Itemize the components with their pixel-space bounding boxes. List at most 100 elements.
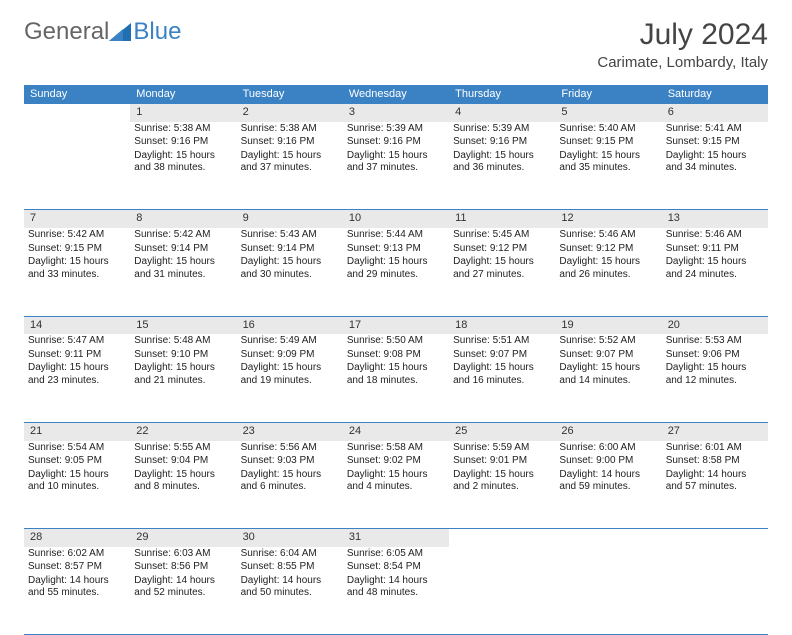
weekday-header: Friday xyxy=(555,85,661,104)
sunset-text: Sunset: 8:56 PM xyxy=(134,561,232,574)
day-cell: Sunrise: 5:41 AMSunset: 9:15 PMDaylight:… xyxy=(662,122,768,210)
day-number-cell xyxy=(449,529,555,547)
sunset-text: Sunset: 9:16 PM xyxy=(241,136,339,149)
sunset-text: Sunset: 9:08 PM xyxy=(347,349,445,362)
sunset-text: Sunset: 8:55 PM xyxy=(241,561,339,574)
day-number-cell: 26 xyxy=(555,422,661,440)
location-label: Carimate, Lombardy, Italy xyxy=(597,54,768,71)
daylight-text: Daylight: 15 hours and 34 minutes. xyxy=(666,150,764,175)
day-number-cell: 1 xyxy=(130,104,236,122)
weekday-header: Monday xyxy=(130,85,236,104)
daylight-text: Daylight: 14 hours and 55 minutes. xyxy=(28,575,126,600)
sunrise-text: Sunrise: 5:59 AM xyxy=(453,442,551,455)
day-number-cell: 18 xyxy=(449,316,555,334)
sunset-text: Sunset: 9:12 PM xyxy=(559,243,657,256)
day-cell: Sunrise: 5:48 AMSunset: 9:10 PMDaylight:… xyxy=(130,334,236,422)
daylight-text: Daylight: 14 hours and 57 minutes. xyxy=(666,469,764,494)
day-number-cell: 3 xyxy=(343,104,449,122)
sunrise-text: Sunrise: 6:01 AM xyxy=(666,442,764,455)
day-cell: Sunrise: 5:46 AMSunset: 9:12 PMDaylight:… xyxy=(555,228,661,316)
day-cell: Sunrise: 5:42 AMSunset: 9:14 PMDaylight:… xyxy=(130,228,236,316)
weekday-header: Wednesday xyxy=(343,85,449,104)
sunset-text: Sunset: 9:13 PM xyxy=(347,243,445,256)
day-cell: Sunrise: 6:03 AMSunset: 8:56 PMDaylight:… xyxy=(130,547,236,635)
sunrise-text: Sunrise: 5:38 AM xyxy=(134,123,232,136)
day-cell: Sunrise: 5:38 AMSunset: 9:16 PMDaylight:… xyxy=(237,122,343,210)
day-cell: Sunrise: 5:39 AMSunset: 9:16 PMDaylight:… xyxy=(449,122,555,210)
sunset-text: Sunset: 9:03 PM xyxy=(241,455,339,468)
day-cell xyxy=(555,547,661,635)
day-content-row: Sunrise: 5:42 AMSunset: 9:15 PMDaylight:… xyxy=(24,228,768,316)
sunset-text: Sunset: 9:09 PM xyxy=(241,349,339,362)
day-cell: Sunrise: 5:42 AMSunset: 9:15 PMDaylight:… xyxy=(24,228,130,316)
daylight-text: Daylight: 15 hours and 2 minutes. xyxy=(453,469,551,494)
day-number-cell: 8 xyxy=(130,210,236,228)
day-number-cell: 16 xyxy=(237,316,343,334)
daylight-text: Daylight: 14 hours and 50 minutes. xyxy=(241,575,339,600)
day-number-cell: 21 xyxy=(24,422,130,440)
sunset-text: Sunset: 9:16 PM xyxy=(453,136,551,149)
day-number-cell: 22 xyxy=(130,422,236,440)
daylight-text: Daylight: 14 hours and 59 minutes. xyxy=(559,469,657,494)
daylight-text: Daylight: 15 hours and 12 minutes. xyxy=(666,362,764,387)
sunrise-text: Sunrise: 6:03 AM xyxy=(134,548,232,561)
sunrise-text: Sunrise: 5:58 AM xyxy=(347,442,445,455)
sunset-text: Sunset: 9:16 PM xyxy=(134,136,232,149)
brand-triangle-icon xyxy=(109,23,131,41)
day-number-row: 28293031 xyxy=(24,529,768,547)
sunset-text: Sunset: 9:15 PM xyxy=(666,136,764,149)
sunset-text: Sunset: 8:54 PM xyxy=(347,561,445,574)
day-cell xyxy=(24,122,130,210)
day-number-row: 14151617181920 xyxy=(24,316,768,334)
daylight-text: Daylight: 15 hours and 8 minutes. xyxy=(134,469,232,494)
sunrise-text: Sunrise: 5:48 AM xyxy=(134,335,232,348)
sunset-text: Sunset: 9:02 PM xyxy=(347,455,445,468)
sunset-text: Sunset: 8:57 PM xyxy=(28,561,126,574)
daylight-text: Daylight: 15 hours and 36 minutes. xyxy=(453,150,551,175)
sunrise-text: Sunrise: 5:38 AM xyxy=(241,123,339,136)
sunset-text: Sunset: 8:58 PM xyxy=(666,455,764,468)
weekday-header: Sunday xyxy=(24,85,130,104)
month-title: July 2024 xyxy=(597,18,768,52)
day-cell: Sunrise: 5:55 AMSunset: 9:04 PMDaylight:… xyxy=(130,441,236,529)
daylight-text: Daylight: 15 hours and 31 minutes. xyxy=(134,256,232,281)
sunset-text: Sunset: 9:06 PM xyxy=(666,349,764,362)
sunset-text: Sunset: 9:04 PM xyxy=(134,455,232,468)
day-cell: Sunrise: 5:52 AMSunset: 9:07 PMDaylight:… xyxy=(555,334,661,422)
sunrise-text: Sunrise: 5:46 AM xyxy=(666,229,764,242)
daylight-text: Daylight: 15 hours and 37 minutes. xyxy=(241,150,339,175)
sunrise-text: Sunrise: 6:04 AM xyxy=(241,548,339,561)
sunrise-text: Sunrise: 5:46 AM xyxy=(559,229,657,242)
day-cell: Sunrise: 5:50 AMSunset: 9:08 PMDaylight:… xyxy=(343,334,449,422)
day-number-cell: 10 xyxy=(343,210,449,228)
day-number-cell: 9 xyxy=(237,210,343,228)
brand-logo: General Blue xyxy=(24,18,181,46)
sunrise-text: Sunrise: 5:51 AM xyxy=(453,335,551,348)
day-number-row: 123456 xyxy=(24,104,768,122)
weekday-header: Thursday xyxy=(449,85,555,104)
brand-text-general: General xyxy=(24,18,109,46)
sunrise-text: Sunrise: 5:44 AM xyxy=(347,229,445,242)
daylight-text: Daylight: 14 hours and 52 minutes. xyxy=(134,575,232,600)
day-number-cell: 12 xyxy=(555,210,661,228)
day-cell: Sunrise: 5:43 AMSunset: 9:14 PMDaylight:… xyxy=(237,228,343,316)
sunrise-text: Sunrise: 5:49 AM xyxy=(241,335,339,348)
day-cell: Sunrise: 6:01 AMSunset: 8:58 PMDaylight:… xyxy=(662,441,768,529)
day-cell xyxy=(449,547,555,635)
sunset-text: Sunset: 9:15 PM xyxy=(28,243,126,256)
day-number-cell: 17 xyxy=(343,316,449,334)
day-number-cell: 31 xyxy=(343,529,449,547)
day-cell: Sunrise: 6:05 AMSunset: 8:54 PMDaylight:… xyxy=(343,547,449,635)
sunset-text: Sunset: 9:15 PM xyxy=(559,136,657,149)
title-block: July 2024 Carimate, Lombardy, Italy xyxy=(597,18,768,71)
sunrise-text: Sunrise: 5:52 AM xyxy=(559,335,657,348)
day-number-cell: 23 xyxy=(237,422,343,440)
day-number-cell: 19 xyxy=(555,316,661,334)
sunrise-text: Sunrise: 5:41 AM xyxy=(666,123,764,136)
day-cell: Sunrise: 5:44 AMSunset: 9:13 PMDaylight:… xyxy=(343,228,449,316)
daylight-text: Daylight: 15 hours and 35 minutes. xyxy=(559,150,657,175)
daylight-text: Daylight: 15 hours and 21 minutes. xyxy=(134,362,232,387)
day-number-cell: 5 xyxy=(555,104,661,122)
page-header: General Blue July 2024 Carimate, Lombard… xyxy=(0,0,792,77)
day-cell: Sunrise: 6:00 AMSunset: 9:00 PMDaylight:… xyxy=(555,441,661,529)
